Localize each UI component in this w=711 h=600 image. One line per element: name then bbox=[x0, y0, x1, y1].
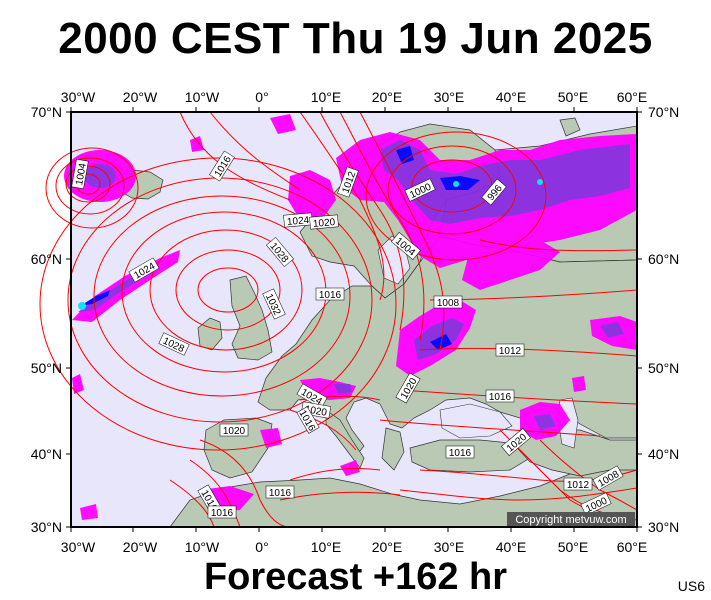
svg-text:1012: 1012 bbox=[567, 480, 590, 491]
bottom-tick: 20°E bbox=[372, 539, 403, 555]
bottom-tick: 60°E bbox=[617, 539, 648, 555]
isobar-label: 1016 bbox=[485, 389, 515, 403]
svg-text:1016: 1016 bbox=[449, 448, 472, 459]
top-tick: 0° bbox=[255, 89, 268, 105]
svalbard-island bbox=[559, 117, 581, 137]
svg-text:1020: 1020 bbox=[223, 426, 246, 437]
bottom-tick: 10°E bbox=[311, 539, 342, 555]
bottom-tick: 0° bbox=[255, 539, 268, 555]
isobar-label: 1016 bbox=[207, 505, 237, 519]
bottom-tick: 40°E bbox=[496, 539, 527, 555]
isobar-label: 1012 bbox=[495, 343, 525, 357]
isobar-label: 1016 bbox=[315, 287, 345, 301]
frame-ticks bbox=[66, 107, 642, 532]
isobar-label: 1020 bbox=[219, 423, 249, 437]
top-tick: 10°E bbox=[311, 89, 342, 105]
top-tick: 30°W bbox=[61, 89, 96, 105]
greece bbox=[381, 427, 405, 471]
right-tick: 30°N bbox=[648, 519, 679, 535]
map-code: US6 bbox=[677, 578, 705, 594]
forecast-label: Forecast +162 hr bbox=[203, 556, 508, 598]
isobar-label: 1016 bbox=[445, 445, 475, 459]
top-tick: 50°E bbox=[558, 89, 589, 105]
map-title: 2000 CEST Thu 19 Jun 2025 bbox=[58, 14, 653, 63]
svg-text:1020: 1020 bbox=[313, 217, 337, 230]
top-tick: 40°E bbox=[496, 89, 527, 105]
bottom-tick: 50°E bbox=[558, 539, 589, 555]
right-tick: 70°N bbox=[648, 104, 679, 120]
right-tick: 40°N bbox=[648, 446, 679, 462]
bottom-axis: 30°W 20°W 10°W 0° 10°E 20°E 30°E 40°E 50… bbox=[61, 539, 647, 555]
bottom-tick: 30°E bbox=[434, 539, 465, 555]
precip-spain bbox=[260, 428, 282, 448]
copyright-badge: Copyright metvuw.com bbox=[507, 512, 635, 526]
precip-norway bbox=[288, 170, 336, 222]
top-tick: 60°E bbox=[617, 89, 648, 105]
right-tick: 60°N bbox=[648, 251, 679, 267]
top-axis: 30°W 20°W 10°W 0° 10°E 20°E 30°E 40°E 50… bbox=[61, 89, 647, 105]
isobar-label: 1024 bbox=[283, 212, 313, 228]
precip-russia bbox=[462, 240, 560, 290]
isobar-label: 1004 bbox=[71, 158, 89, 190]
left-tick: 40°N bbox=[31, 446, 62, 462]
left-axis: 70°N 60°N 50°N 40°N 30°N bbox=[31, 104, 62, 535]
svg-text:1016: 1016 bbox=[319, 290, 342, 301]
isobar-label: 1020 bbox=[309, 214, 339, 230]
left-tick: 50°N bbox=[31, 360, 62, 376]
svg-text:1012: 1012 bbox=[499, 346, 522, 357]
bottom-tick: 20°W bbox=[123, 539, 158, 555]
isobar-label: 1008 bbox=[433, 295, 463, 309]
left-tick: 60°N bbox=[31, 251, 62, 267]
right-tick: 50°N bbox=[648, 360, 679, 376]
bottom-tick: 10°W bbox=[185, 539, 220, 555]
isobar-label: 1020 bbox=[395, 372, 421, 404]
high-pressure-center bbox=[197, 267, 259, 313]
top-tick: 10°W bbox=[185, 89, 220, 105]
svg-text:1016: 1016 bbox=[269, 488, 292, 499]
svg-text:Copyright metvuw.com: Copyright metvuw.com bbox=[515, 514, 626, 526]
top-tick: 20°E bbox=[372, 89, 403, 105]
svg-text:1008: 1008 bbox=[437, 298, 460, 309]
svg-text:1016: 1016 bbox=[489, 392, 512, 403]
map-frame bbox=[70, 111, 638, 528]
left-tick: 30°N bbox=[31, 519, 62, 535]
great-britain bbox=[229, 275, 273, 361]
right-axis: 70°N 60°N 50°N 40°N 30°N bbox=[648, 104, 679, 535]
top-tick: 30°E bbox=[434, 89, 465, 105]
bottom-tick: 30°W bbox=[61, 539, 96, 555]
svg-text:1016: 1016 bbox=[211, 508, 234, 519]
isobar-label: 1016 bbox=[265, 485, 295, 499]
svg-text:1024: 1024 bbox=[287, 215, 311, 228]
left-tick: 70°N bbox=[31, 104, 62, 120]
svg-text:1004: 1004 bbox=[74, 162, 89, 186]
isobar-label: 1012 bbox=[563, 477, 593, 491]
top-tick: 20°W bbox=[123, 89, 158, 105]
